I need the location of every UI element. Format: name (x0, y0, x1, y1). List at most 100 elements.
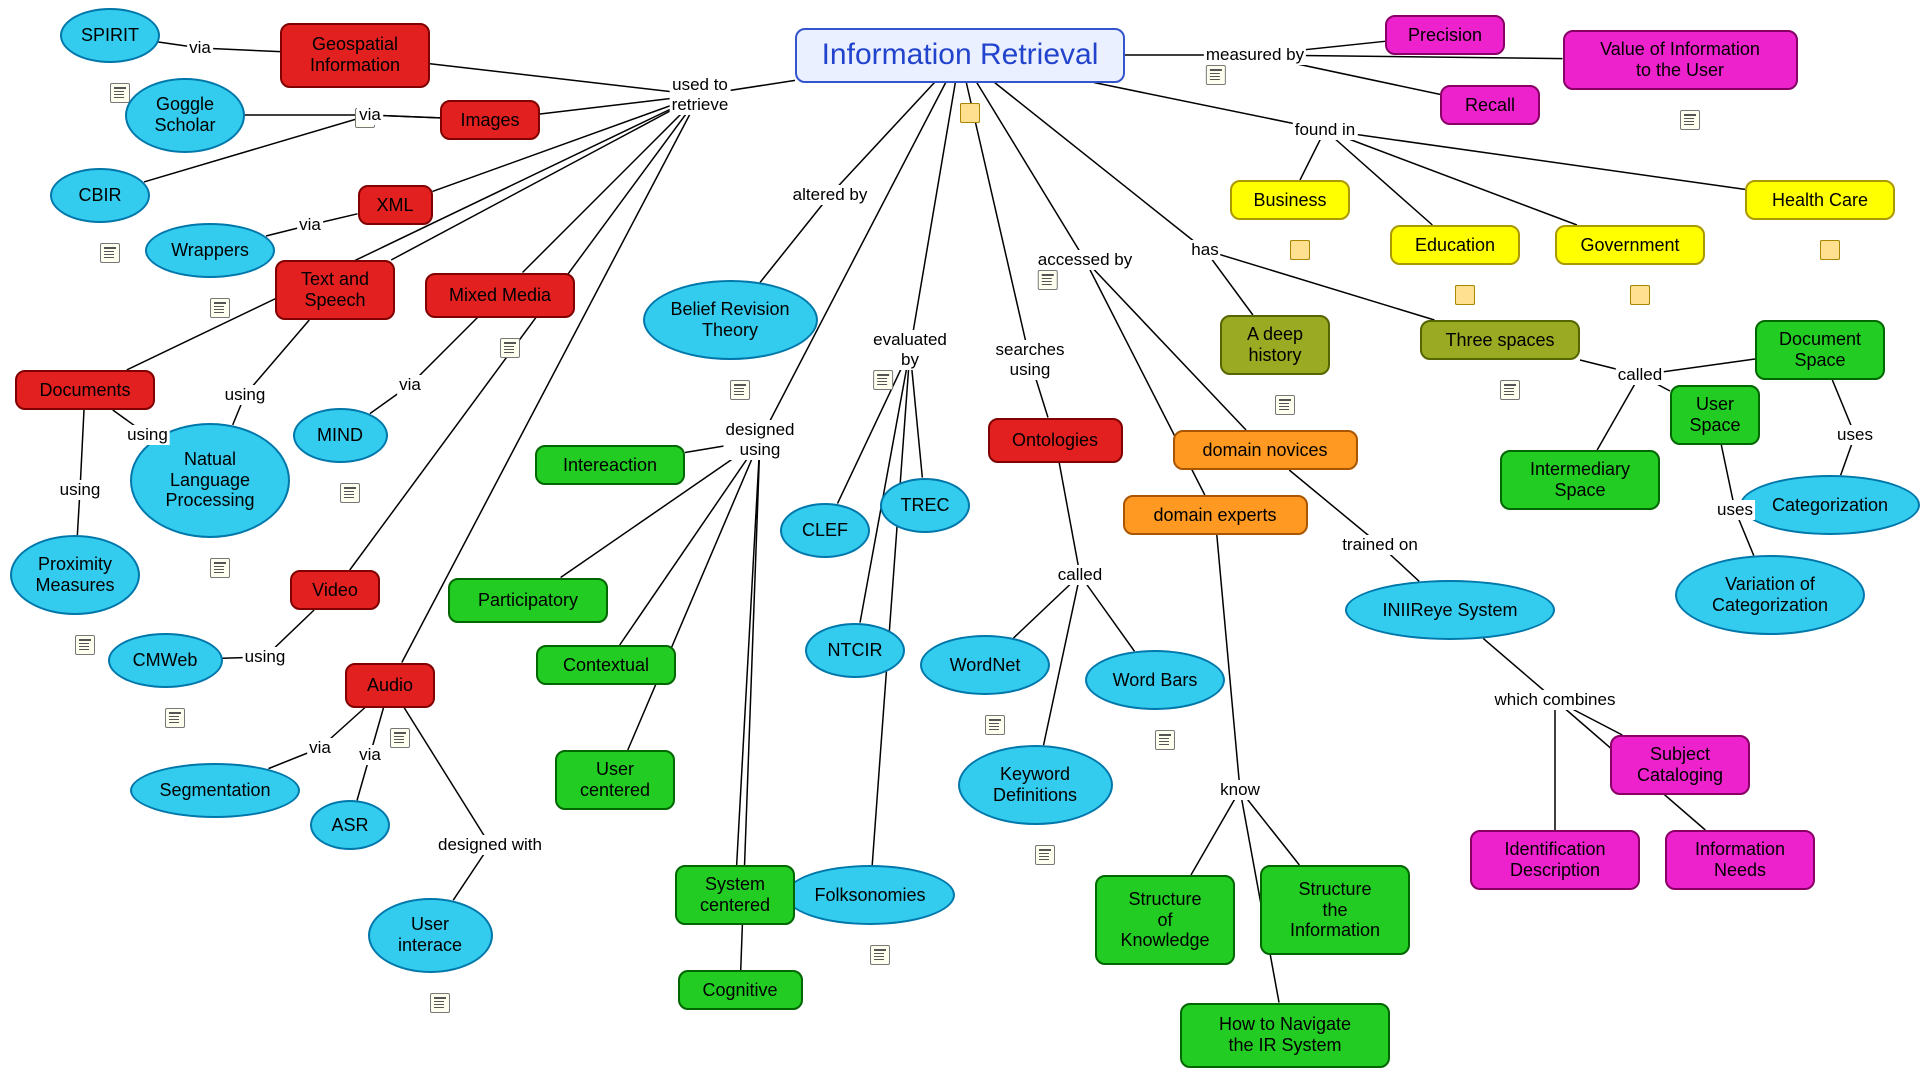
edge-label-inline: via (357, 105, 383, 125)
node-label: TREC (901, 495, 950, 516)
document-icon (210, 298, 230, 318)
node-syscentered[interactable]: System centered (675, 865, 795, 925)
node-recall[interactable]: Recall (1440, 85, 1540, 125)
node-navigateir[interactable]: How to Navigate the IR System (1180, 1003, 1390, 1068)
node-threespaces[interactable]: Three spaces (1420, 320, 1580, 360)
node-cbir[interactable]: CBIR (50, 168, 150, 223)
node-history[interactable]: A deep history (1220, 315, 1330, 375)
node-iniireye[interactable]: INIIReye System (1345, 580, 1555, 640)
node-interspace[interactable]: Intermediary Space (1500, 450, 1660, 510)
node-label: Structure of Knowledge (1120, 889, 1209, 951)
node-label: User Space (1689, 394, 1740, 435)
node-docspace[interactable]: Document Space (1755, 320, 1885, 380)
document-icon (1680, 110, 1700, 130)
node-label: Value of Information to the User (1600, 39, 1760, 80)
node-label: CBIR (78, 185, 121, 206)
node-label: domain experts (1153, 505, 1276, 526)
node-audio[interactable]: Audio (345, 663, 435, 708)
node-wrappers[interactable]: Wrappers (145, 223, 275, 278)
node-folksonomies[interactable]: Folksonomies (785, 865, 955, 925)
node-segmentation[interactable]: Segmentation (130, 763, 300, 818)
node-label: Participatory (478, 590, 578, 611)
node-clef[interactable]: CLEF (780, 503, 870, 558)
node-spirit[interactable]: SPIRIT (60, 8, 160, 63)
node-belief[interactable]: Belief Revision Theory (643, 280, 818, 360)
node-keyworddef[interactable]: Keyword Definitions (958, 745, 1113, 825)
node-root[interactable]: Information Retrieval (795, 28, 1125, 83)
document-icon (500, 338, 520, 358)
document-icon (430, 993, 450, 1013)
node-label: System centered (700, 874, 770, 915)
node-proximity[interactable]: Proximity Measures (10, 535, 140, 615)
people-icon (960, 103, 980, 123)
node-geoinfo[interactable]: Geospatial Information (280, 23, 430, 88)
edge-label-text: measured by (1206, 45, 1304, 64)
node-label: Natual Language Processing (165, 449, 254, 511)
node-label: Recall (1465, 95, 1515, 116)
edge-label-text: accessed by (1038, 250, 1133, 269)
node-structknow[interactable]: Structure of Knowledge (1095, 875, 1235, 965)
node-documents[interactable]: Documents (15, 370, 155, 410)
node-wordnet[interactable]: WordNet (920, 635, 1050, 695)
node-label: INIIReye System (1382, 600, 1517, 621)
edge-label-inline: using (125, 425, 170, 445)
node-participatory[interactable]: Participatory (448, 578, 608, 623)
node-precision[interactable]: Precision (1385, 15, 1505, 55)
node-label: Variation of Categorization (1712, 574, 1828, 615)
document-icon (1206, 65, 1226, 85)
document-icon (1155, 730, 1175, 750)
node-images[interactable]: Images (440, 100, 540, 140)
node-structinfo[interactable]: Structure the Information (1260, 865, 1410, 955)
node-userspace[interactable]: User Space (1670, 385, 1760, 445)
document-icon (1275, 395, 1295, 415)
node-valueinfo[interactable]: Value of Information to the User (1563, 30, 1798, 90)
node-label: Belief Revision Theory (670, 299, 789, 340)
node-label: Categorization (1772, 495, 1888, 516)
node-textspeech[interactable]: Text and Speech (275, 260, 395, 320)
node-mixedmedia[interactable]: Mixed Media (425, 273, 575, 318)
node-infoneeds[interactable]: Information Needs (1665, 830, 1815, 890)
node-label: Business (1253, 190, 1326, 211)
node-label: Intereaction (563, 455, 657, 476)
node-asr[interactable]: ASR (310, 800, 390, 850)
node-healthcare[interactable]: Health Care (1745, 180, 1895, 220)
node-education[interactable]: Education (1390, 225, 1520, 265)
node-label: Cognitive (702, 980, 777, 1001)
node-gscholar[interactable]: Goggle Scholar (125, 78, 245, 153)
node-ontologies[interactable]: Ontologies (988, 418, 1123, 463)
node-xml[interactable]: XML (358, 185, 433, 225)
node-wordbars[interactable]: Word Bars (1085, 650, 1225, 710)
node-video[interactable]: Video (290, 570, 380, 610)
node-userinterface[interactable]: User interace (368, 898, 493, 973)
node-varcat[interactable]: Variation of Categorization (1675, 555, 1865, 635)
node-government[interactable]: Government (1555, 225, 1705, 265)
document-icon (165, 708, 185, 728)
node-cmweb[interactable]: CMWeb (108, 633, 223, 688)
node-novices[interactable]: domain novices (1173, 430, 1358, 470)
node-label: Goggle Scholar (154, 94, 215, 135)
node-usercentered[interactable]: User centered (555, 750, 675, 810)
node-iddesc[interactable]: Identification Description (1470, 830, 1640, 890)
document-icon (390, 728, 410, 748)
node-label: Folksonomies (814, 885, 925, 906)
node-subjcat[interactable]: Subject Cataloging (1610, 735, 1750, 795)
node-experts[interactable]: domain experts (1123, 495, 1308, 535)
document-icon (1035, 845, 1055, 865)
node-intereaction[interactable]: Intereaction (535, 445, 685, 485)
node-label: Mixed Media (449, 285, 551, 306)
node-trec[interactable]: TREC (880, 478, 970, 533)
edge-label-know: know (1218, 780, 1262, 800)
node-cognitive[interactable]: Cognitive (678, 970, 803, 1010)
node-ntcir[interactable]: NTCIR (805, 623, 905, 678)
node-business[interactable]: Business (1230, 180, 1350, 220)
node-mind[interactable]: MIND (293, 408, 388, 463)
node-label: domain novices (1202, 440, 1327, 461)
node-categorization[interactable]: Categorization (1740, 475, 1920, 535)
edge-label-text: searches using (996, 340, 1065, 379)
edge-label-called: called (1056, 565, 1104, 585)
node-contextual[interactable]: Contextual (536, 645, 676, 685)
node-label: Audio (367, 675, 413, 696)
edge-label-measuredby: measured by (1204, 45, 1306, 65)
document-icon (75, 635, 95, 655)
concept-map-canvas: Information Retrieval SPIRIT Goggle Schola… (0, 0, 1920, 1080)
